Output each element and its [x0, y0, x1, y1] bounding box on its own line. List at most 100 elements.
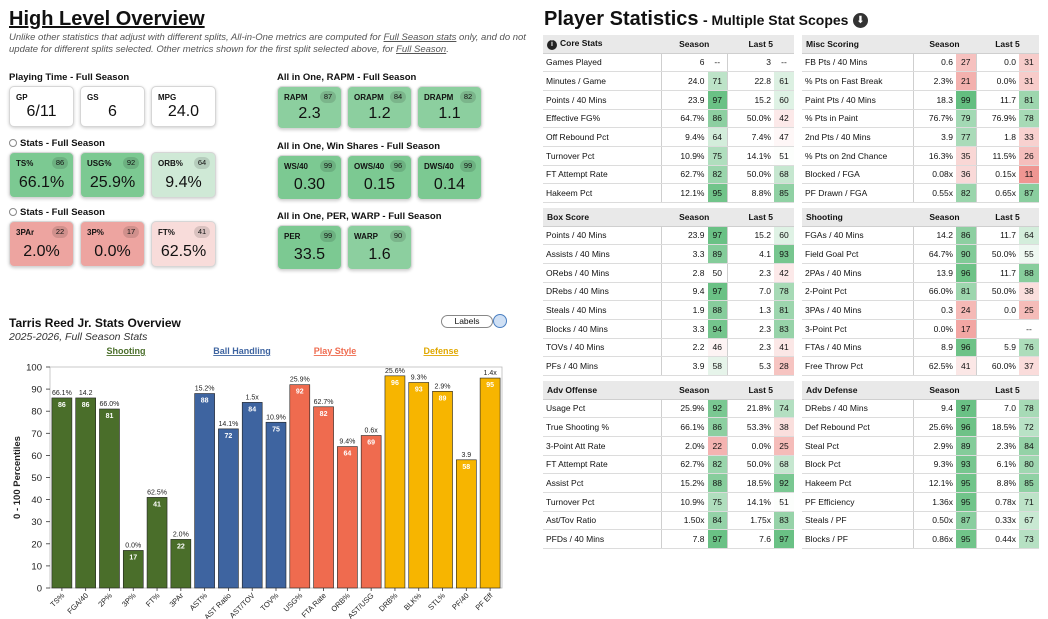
y-axis-label: 0 - 100 Percentiles — [12, 436, 23, 519]
row-label: Field Goal Pct — [802, 244, 913, 264]
season-value: 2.9% — [912, 436, 956, 456]
bar-value-label: 93 — [415, 386, 423, 393]
table-row: FTAs / 40 Mins 8.9 96 5.9 76 — [802, 338, 1039, 358]
player-stats-title: Player Statistics — [544, 8, 699, 30]
row-label: Turnover Pct — [543, 146, 661, 166]
bar-raw-label: 10.9% — [266, 414, 286, 421]
season-pct: 75 — [707, 146, 728, 166]
warp-card: WARP 90 1.6 — [347, 225, 412, 270]
player-stats-subtitle: - Multiple Stat Scopes — [702, 12, 849, 28]
last5-value: 18.5% — [727, 473, 774, 493]
season-pct: 41 — [956, 356, 976, 376]
labels-toggle-text[interactable]: Labels — [441, 315, 493, 328]
group-label-ball-handling: Ball Handling — [213, 346, 271, 356]
row-label: Blocks / 40 Mins — [543, 319, 661, 339]
row-label: FGAs / 40 Mins — [802, 226, 913, 246]
bar-raw-label: 25.9% — [290, 377, 310, 384]
gp-value: 6/11 — [26, 103, 57, 120]
ws40-value: 0.30 — [293, 176, 326, 193]
last5-value: 0.15x — [975, 165, 1019, 185]
season-pct: 88 — [707, 300, 728, 320]
table-row: PF Efficiency 1.36x 95 0.78x 71 — [802, 492, 1039, 512]
gs-label: GS — [87, 93, 99, 102]
stats2-label[interactable]: Stats - Full Season — [9, 207, 105, 218]
season-value: 64.7% — [660, 109, 708, 129]
bar-raw-label: 62.5% — [147, 489, 167, 496]
last5-pct: 51 — [774, 492, 794, 512]
season-pct: 21 — [956, 71, 976, 91]
ws40-card: WS/40 99 0.30 — [277, 155, 342, 200]
last5-pct: 55 — [1019, 244, 1039, 264]
download-icon[interactable]: ⬇ — [852, 13, 868, 28]
y-tick-label: 70 — [31, 429, 42, 440]
season-value: 76.7% — [912, 109, 956, 129]
x-tick-label: AST/USG — [346, 591, 376, 619]
last5-value: 60.0% — [975, 356, 1019, 376]
last5-value: 0.78x — [975, 492, 1019, 512]
bar-ORB% — [337, 446, 358, 589]
last5-value: 15.2 — [727, 90, 774, 110]
bar-raw-label: 66.0% — [100, 401, 120, 408]
3p-card: 3P% 17 0.0% — [80, 221, 145, 267]
stats-table-adv-defense: Adv Defense Season Last 5 DRebs / 40 Mins 9.… — [802, 381, 1039, 549]
bar-raw-label: 14.2 — [79, 390, 93, 397]
table-row: Def Rebound Pct 25.6% 96 18.5% 72 — [802, 417, 1039, 437]
last5-pct: 88 — [1019, 263, 1039, 283]
ws-label: All in One, Win Shares - Full Season — [277, 141, 441, 152]
season-header: Season — [913, 381, 976, 400]
season-pct: 96 — [956, 417, 976, 437]
note-part-1: Unlike other statistics that adjust with… — [9, 32, 384, 43]
last5-pct: 71 — [1019, 492, 1039, 512]
bar-AST/USG — [360, 435, 382, 589]
last5-pct: 81 — [1019, 90, 1039, 110]
orb-pct: 64 — [194, 157, 210, 169]
season-value: 14.2 — [912, 226, 956, 246]
season-value: 12.1% — [660, 183, 708, 203]
bar-FT% — [146, 497, 168, 589]
row-label: 3-Point Att Rate — [543, 436, 661, 456]
bar-raw-label: 2.0% — [173, 531, 189, 538]
season-value: 12.1% — [912, 473, 956, 493]
labels-toggle-knob[interactable] — [493, 314, 507, 328]
3p-pct: 17 — [123, 226, 139, 238]
season-pct: 96 — [956, 263, 976, 283]
season-pct: 90 — [956, 244, 976, 264]
season-pct: 46 — [707, 338, 728, 358]
last5-value: 53.3% — [727, 417, 774, 437]
table-row: Steals / PF 0.50x 87 0.33x 67 — [802, 511, 1039, 531]
last5-pct: 68 — [774, 165, 794, 185]
table-row: Games Played 6 -- 3 -- — [543, 53, 794, 73]
last5-value: 50.0% — [727, 455, 774, 475]
stats1-label[interactable]: Stats - Full Season — [9, 138, 105, 149]
info-icon[interactable]: i — [547, 39, 557, 50]
orapm-label: ORAPM — [354, 93, 384, 102]
bar-PF Eff — [479, 377, 501, 589]
drapm-label: DRAPM — [424, 93, 454, 102]
table-row: DRebs / 40 Mins 9.4 97 7.0 78 — [543, 282, 794, 302]
season-header: Season — [913, 208, 976, 227]
orb-value: 9.4% — [165, 174, 202, 191]
note-link-full-season[interactable]: Full Season stats — [383, 32, 457, 43]
stats2-radio[interactable] — [9, 208, 17, 216]
season-value: 1.50x — [660, 511, 708, 531]
stats-chart: 0 10 20 30 40 50 60 70 80 90 100 0 - 100 Percentile… — [12, 346, 503, 619]
group-label-defense: Defense — [423, 346, 458, 356]
last5-value: 18.5% — [975, 417, 1019, 437]
labels-toggle[interactable]: Labels — [441, 314, 509, 330]
season-value: 0.55x — [912, 183, 956, 203]
x-tick-label: TOV% — [259, 591, 281, 613]
bar-raw-label: 9.3% — [411, 374, 427, 381]
last5-value: 22.8 — [727, 71, 774, 91]
note-link-full-season-2[interactable]: Full Season — [396, 44, 447, 55]
drapm-value: 1.1 — [438, 105, 461, 122]
row-label: 2-Point Pct — [802, 282, 913, 302]
season-value: 3.3 — [660, 319, 708, 339]
last5-pct: 42 — [774, 263, 794, 283]
last5-value: 11.7 — [975, 263, 1019, 283]
table-title: Adv Defense — [802, 381, 913, 400]
dws40-card: DWS/40 99 0.14 — [417, 155, 482, 200]
stats1-radio[interactable] — [9, 139, 17, 147]
last5-value: 76.9% — [975, 109, 1019, 129]
warp-value: 1.6 — [368, 246, 391, 263]
season-value: 23.9 — [660, 90, 708, 110]
